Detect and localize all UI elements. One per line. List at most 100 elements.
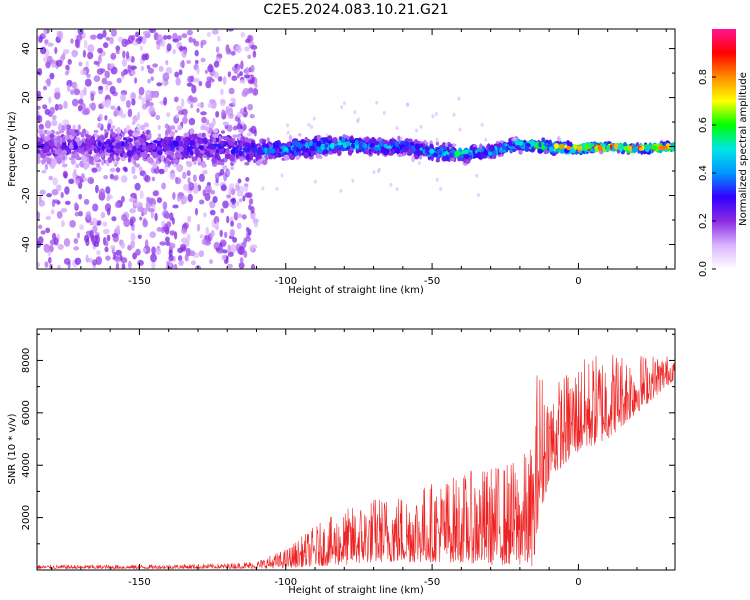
spectrogram-cell xyxy=(45,215,52,221)
spectrogram-cell xyxy=(417,143,424,148)
spectrogram-cell xyxy=(57,104,63,110)
spectrogram-cell xyxy=(227,263,233,269)
spectrogram-cell xyxy=(98,85,104,90)
spectrogram-cell xyxy=(227,71,232,78)
spectrogram-cell xyxy=(233,211,239,221)
spectrogram-cell xyxy=(253,159,256,164)
spectrogram-cell xyxy=(102,221,108,227)
spectrogram-cell xyxy=(341,136,346,144)
spectrogram-cell xyxy=(49,263,53,269)
spectrogram-cell xyxy=(61,149,67,156)
spectrogram-cell xyxy=(606,144,611,151)
spectrogram-cell xyxy=(83,163,88,170)
spectrogram-cell xyxy=(464,149,468,154)
spectrogram-cell xyxy=(351,143,355,148)
spectrogram-cell xyxy=(130,232,136,242)
spectrogram-cell xyxy=(151,176,156,182)
spectrogram-cell xyxy=(133,145,137,152)
snr-y-ticks: 2000 4000 6000 8000 xyxy=(21,333,675,545)
spectrogram-cell xyxy=(395,187,399,192)
spectrogram-cell xyxy=(435,141,440,146)
colorbar-ticks: 0.0 0.2 0.4 0.6 0.8 xyxy=(698,69,716,277)
spectrogram-cell xyxy=(104,246,109,253)
spectrogram-cell xyxy=(62,119,70,126)
spectrogram-cell xyxy=(215,137,220,142)
spectrogram-cell xyxy=(151,246,157,255)
spectrogram-cell xyxy=(175,154,179,160)
spectrogram-cell xyxy=(75,155,81,160)
colorbar-tick-label: 0.4 xyxy=(698,165,709,181)
spectrogram-cell xyxy=(78,210,83,217)
spectrogram-cell xyxy=(147,102,154,107)
spectrogram-cell xyxy=(225,136,229,141)
spectrogram-cell xyxy=(292,146,297,152)
spectrogram-border xyxy=(36,28,676,270)
spectrogram-cell xyxy=(79,97,84,107)
spectrogram-cell xyxy=(237,117,241,125)
spectrogram-cell xyxy=(249,151,255,158)
spectrogram-x-tick-label: -100 xyxy=(274,276,297,287)
spectrogram-cell xyxy=(105,84,109,91)
spectrogram-cell xyxy=(416,150,420,157)
spectrogram-cell xyxy=(245,177,250,182)
spectrogram-cell xyxy=(227,251,234,257)
spectrogram-cell xyxy=(139,45,143,51)
spectrogram-x-ticks: -150 -100 -50 0 xyxy=(51,29,667,287)
spectrogram-cell xyxy=(671,145,675,152)
spectrogram-cell xyxy=(250,263,256,269)
spectrogram-cell xyxy=(215,221,219,230)
spectrogram-cell xyxy=(183,184,190,191)
spectrogram-cell xyxy=(43,85,47,91)
spectrogram-cell xyxy=(38,35,43,43)
spectrogram-cell xyxy=(93,241,100,248)
spectrogram-cell xyxy=(51,114,57,121)
spectrogram-cell xyxy=(77,124,81,131)
spectrogram-cell xyxy=(117,135,123,141)
spectrogram-cell xyxy=(87,51,94,60)
spectrogram-cell xyxy=(122,50,126,59)
spectrogram-cell xyxy=(106,99,112,107)
spectrogram-cell xyxy=(120,241,126,249)
spectrogram-cell xyxy=(49,106,55,115)
spectrogram-cell xyxy=(226,170,231,176)
snr-y-axis-label: SNR (10 * v/v) xyxy=(7,413,18,484)
spectrogram-cell xyxy=(165,236,170,243)
spectrogram-cell xyxy=(112,234,119,243)
spectrogram-cell xyxy=(182,171,187,179)
spectrogram-cell xyxy=(239,140,246,145)
spectrogram-cell xyxy=(44,120,52,129)
spectrogram-cell xyxy=(130,92,137,101)
spectrogram-cell xyxy=(162,139,168,145)
spectrogram-cell xyxy=(89,229,94,239)
spectrogram-cell xyxy=(152,190,159,197)
spectrogram-cell xyxy=(37,110,40,116)
spectrogram-cell xyxy=(152,162,158,169)
spectrogram-cell xyxy=(42,104,48,110)
spectrogram-cell xyxy=(475,173,479,178)
spectrogram-cell xyxy=(315,153,321,159)
spectrogram-cell xyxy=(117,105,121,111)
spectrogram-cell xyxy=(54,91,61,100)
spectrogram-cell xyxy=(210,229,215,237)
spectrogram-cell xyxy=(132,41,139,46)
spectrogram-cell xyxy=(150,253,157,263)
spectrogram-cell xyxy=(459,154,464,160)
spectrogram-cell xyxy=(124,142,130,147)
spectrogram-cell xyxy=(222,142,226,146)
spectrogram-cell xyxy=(229,155,235,162)
spectrogram-cell xyxy=(661,145,668,150)
spectrogram-cell xyxy=(196,103,203,108)
spectrogram-cell xyxy=(250,64,255,73)
spectrogram-cell xyxy=(198,173,205,182)
spectrogram-cell xyxy=(252,88,259,96)
spectrogram-cell xyxy=(362,143,366,148)
spectrogram-cell xyxy=(186,170,191,177)
spectrogram-cell xyxy=(44,261,49,268)
spectrogram-cell xyxy=(208,259,214,265)
snr-x-tick-label: -150 xyxy=(128,577,151,588)
spectrogram-cell xyxy=(298,133,302,137)
spectrogram-cell xyxy=(51,119,58,127)
spectrogram-cell xyxy=(139,190,144,200)
spectrogram-y-tick-label: -40 xyxy=(21,236,32,252)
spectrogram-cell xyxy=(286,123,289,128)
